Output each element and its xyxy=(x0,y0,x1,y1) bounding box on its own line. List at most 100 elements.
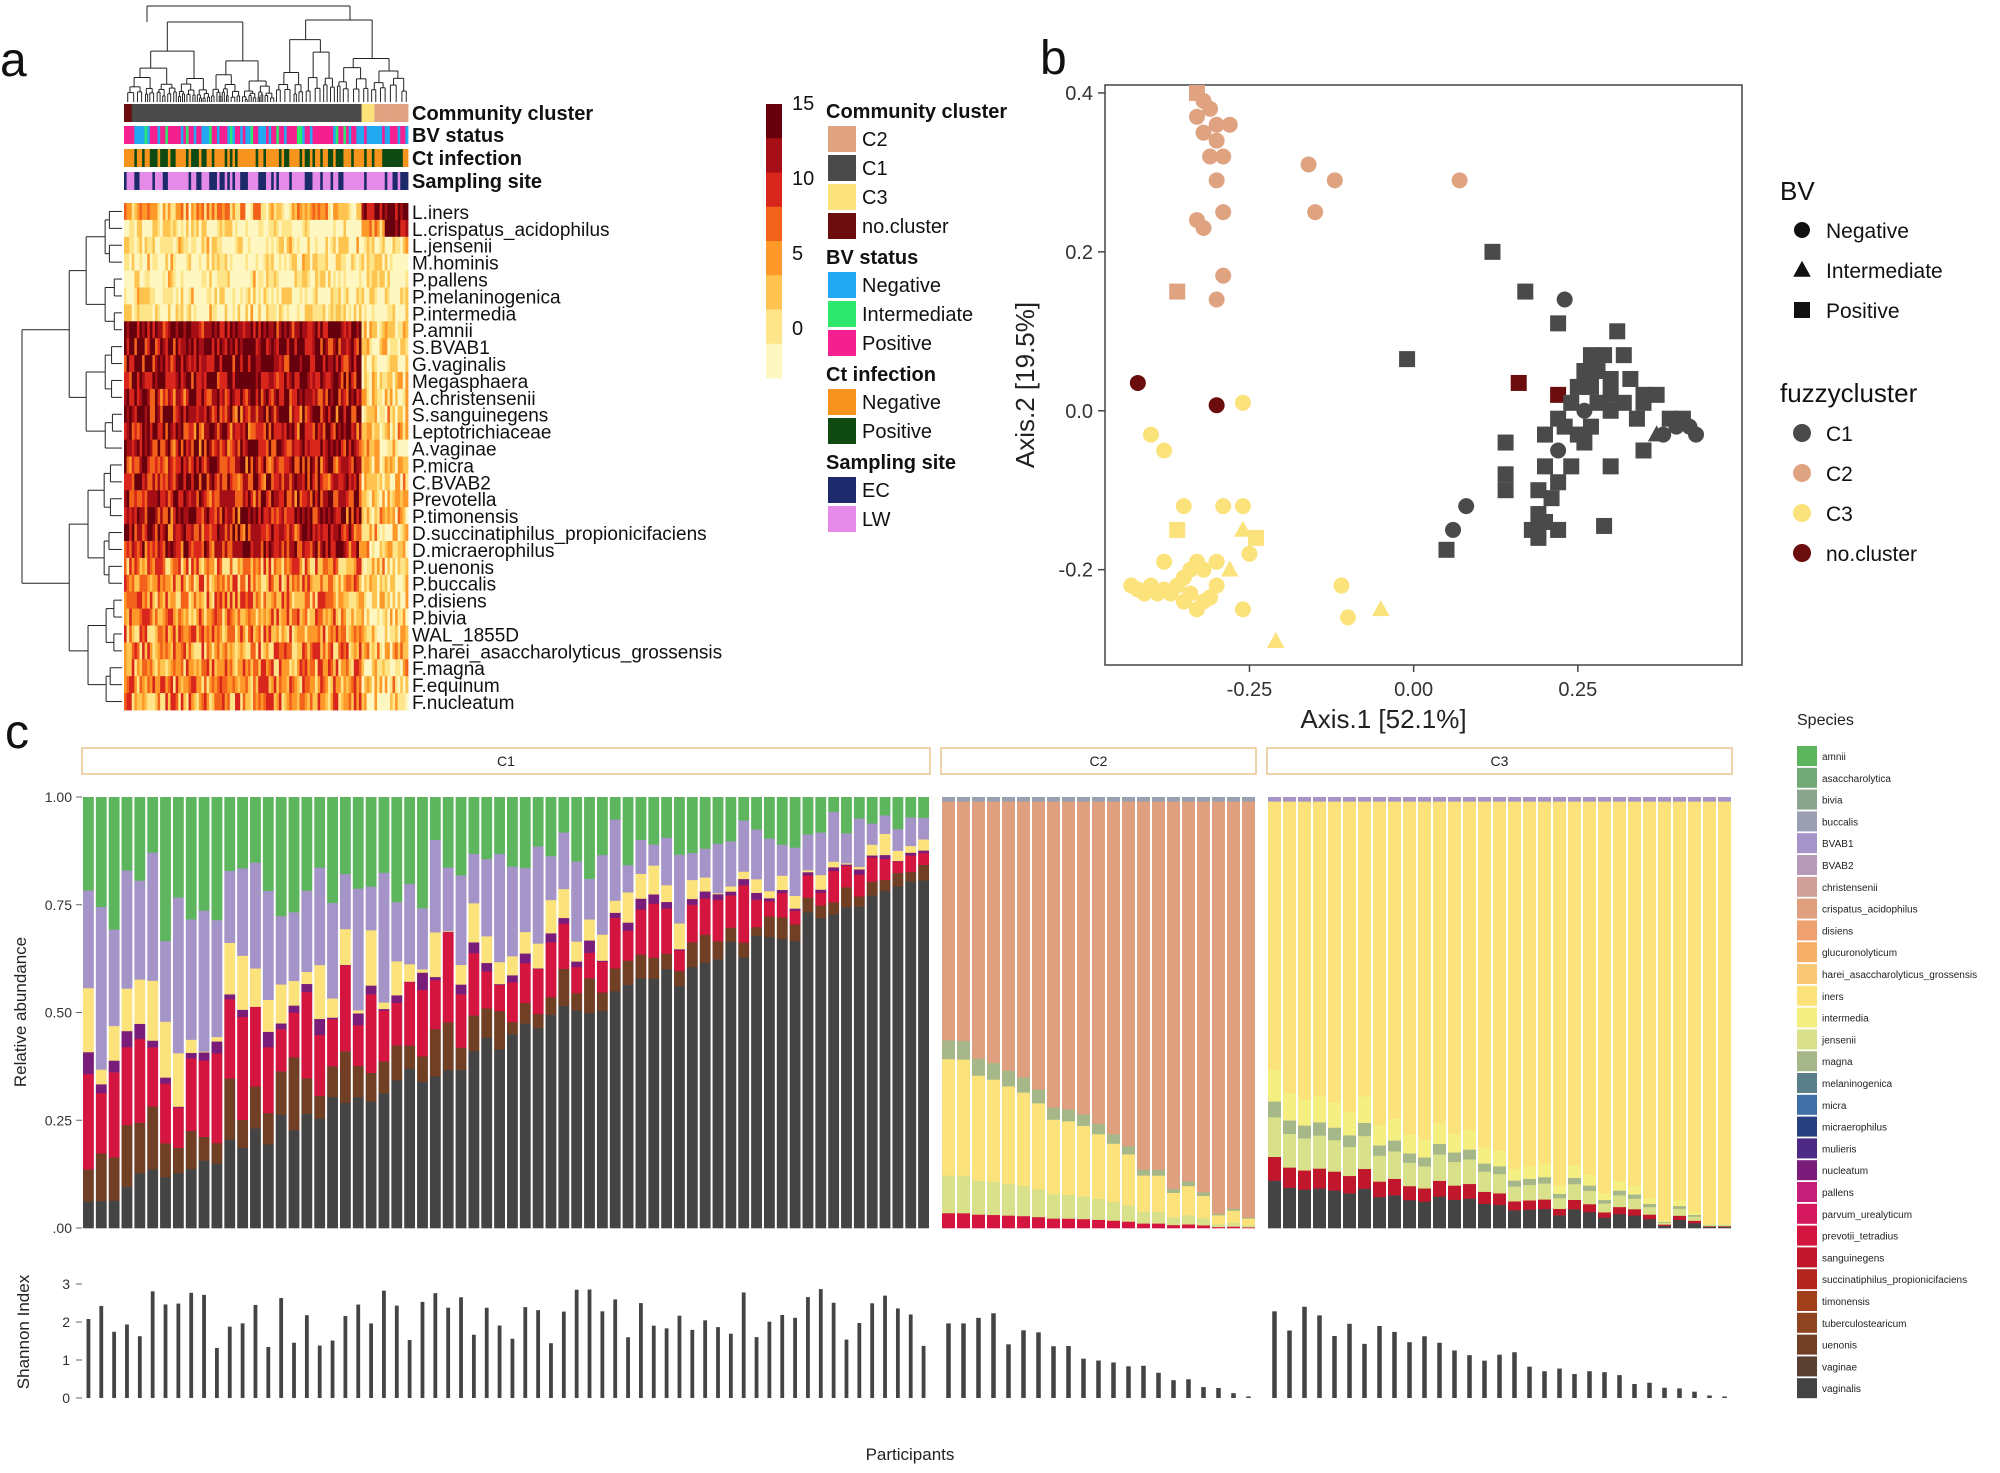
heatmap-cell xyxy=(348,574,352,593)
heatmap-cell xyxy=(219,422,223,440)
heatmap-cell xyxy=(348,557,352,576)
heatmap-cell xyxy=(167,219,171,238)
heatmap-cell xyxy=(147,439,151,457)
heatmap-cell xyxy=(400,608,404,626)
heatmap-cell xyxy=(358,321,362,339)
heatmap-cell xyxy=(322,253,326,271)
bv-cell xyxy=(397,126,401,144)
bar-segment xyxy=(507,982,518,1023)
heatmap-cell xyxy=(126,524,130,542)
heatmap-cell xyxy=(188,591,192,609)
heatmap-cell xyxy=(325,456,329,474)
heatmap-cell xyxy=(180,304,184,322)
bar-segment xyxy=(1032,1189,1045,1218)
heatmap-cell xyxy=(134,642,138,660)
bar-segment xyxy=(661,901,673,909)
bar-segment xyxy=(866,844,878,856)
color-scale-step xyxy=(766,254,782,263)
cluster-cell xyxy=(198,104,202,122)
heatmap-cell xyxy=(188,507,192,525)
heatmap-cell xyxy=(338,338,342,356)
heatmap-cell xyxy=(392,236,396,255)
bar-segment xyxy=(481,962,493,972)
heatmap-cell xyxy=(170,473,174,491)
scatter-point xyxy=(1220,560,1239,577)
heatmap-cell xyxy=(304,693,308,711)
heatmap-cell xyxy=(356,541,360,559)
heatmap-cell xyxy=(139,203,143,221)
bar-segment xyxy=(301,1113,313,1229)
heatmap-cell xyxy=(405,219,409,238)
annotation-bars xyxy=(124,104,409,190)
heatmap-cell xyxy=(405,405,409,424)
heatmap-cell xyxy=(389,219,393,238)
heatmap-cell xyxy=(353,574,357,593)
ct-cell xyxy=(325,149,329,167)
heatmap-cell xyxy=(142,422,146,440)
heatmap-cell xyxy=(165,439,169,457)
heatmap-cell xyxy=(387,659,391,677)
heatmap-cell xyxy=(245,422,249,440)
heatmap-cell xyxy=(178,355,182,373)
heatmap-cell xyxy=(309,253,313,271)
heatmap-cell xyxy=(405,338,409,356)
legend-title: BV status xyxy=(826,247,918,269)
heatmap-cell xyxy=(232,490,236,508)
color-scale-step xyxy=(766,371,782,379)
heatmap-cell xyxy=(343,541,347,559)
cluster-cell xyxy=(165,104,169,122)
bar-segment xyxy=(957,797,970,802)
heatmap-cell xyxy=(268,608,272,626)
heatmap-cell xyxy=(173,574,177,593)
cluster-cell xyxy=(139,104,143,122)
heatmap-cell xyxy=(224,524,228,542)
heatmap-cell xyxy=(346,372,350,390)
ct-cell xyxy=(149,149,153,167)
heatmap-cell xyxy=(240,676,244,694)
heatmap-cell xyxy=(402,372,406,390)
heatmap-cell xyxy=(353,557,357,576)
heatmap-cell xyxy=(250,253,254,271)
heatmap-cell xyxy=(320,321,324,339)
heatmap-cell xyxy=(356,642,360,660)
heatmap-cell xyxy=(260,591,264,609)
heatmap-cell xyxy=(315,574,319,593)
heatmap-cell xyxy=(165,372,169,390)
heatmap-cell xyxy=(167,591,171,609)
heatmap-cell xyxy=(271,253,275,271)
bar-segment xyxy=(596,992,608,1012)
heatmap-cell xyxy=(289,355,293,373)
heatmap-cell xyxy=(175,203,179,221)
heatmap-cell xyxy=(126,287,130,305)
heatmap-cell xyxy=(183,541,187,559)
heatmap-cell xyxy=(351,676,355,694)
heatmap-cell xyxy=(338,422,342,440)
heatmap-cell xyxy=(216,659,220,677)
heatmap-cell xyxy=(382,608,386,626)
heatmap-cell xyxy=(188,541,192,559)
heatmap-cell xyxy=(165,287,169,305)
heatmap-row-label: Megasphaera xyxy=(412,372,529,393)
heatmap-cell xyxy=(286,321,290,339)
heatmap-cell xyxy=(144,270,148,288)
heatmap-cell xyxy=(165,236,169,255)
heatmap-cell xyxy=(185,574,189,593)
heatmap-cell xyxy=(136,642,140,660)
bar-segment xyxy=(776,892,788,918)
heatmap-cell xyxy=(389,524,393,542)
scatter-point xyxy=(1582,347,1599,364)
bv-cell xyxy=(366,126,370,144)
heatmap-cell xyxy=(134,388,138,407)
heatmap-cell xyxy=(315,270,319,288)
heatmap-cell xyxy=(374,405,378,424)
bar-segment xyxy=(121,1186,133,1229)
heatmap-cell xyxy=(402,507,406,525)
heatmap-cell xyxy=(216,456,220,474)
heatmap-cell xyxy=(260,338,264,356)
bar-segment xyxy=(987,1079,1000,1183)
heatmap-cell xyxy=(268,236,272,255)
heatmap-cell xyxy=(193,355,197,373)
heatmap-cell xyxy=(188,388,192,407)
heatmap-cell xyxy=(219,659,223,677)
heatmap-cell xyxy=(369,676,373,694)
